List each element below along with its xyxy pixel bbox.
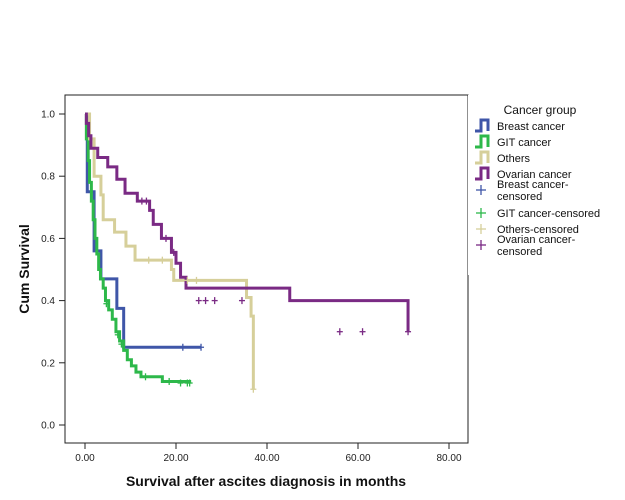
censor-mark-others (193, 276, 200, 284)
censor-mark-git-cancer (166, 377, 173, 385)
legend-title: Cancer group (504, 103, 577, 117)
censor-mark-ovarian-cancer (405, 328, 412, 336)
legend-label: Breast cancer (497, 121, 565, 133)
censor-mark-git-cancer (186, 379, 193, 387)
x-tick-label: 20.00 (163, 453, 188, 464)
x-axis: 0.00 20.00 40.00 60.00 80.00 (75, 443, 462, 464)
censor-mark-others (159, 256, 166, 264)
x-tick-label: 40.00 (254, 453, 279, 464)
plot-frame (64, 94, 469, 444)
legend-entry: Breast cancer (475, 118, 565, 133)
legend-label: Others (497, 153, 531, 165)
legend-step-icon (475, 134, 490, 149)
y-tick-label: 0.2 (41, 358, 55, 369)
censor-mark-ovarian-cancer (195, 297, 202, 305)
censor-mark-breast-cancer (198, 343, 205, 351)
x-tick-label: 0.00 (75, 453, 95, 464)
series-ovarian-cancer-line (84, 112, 410, 332)
censor-mark-others (250, 385, 257, 393)
legend-entry: Ovarian cancer (475, 166, 572, 181)
legend-entry: GIT cancer (475, 134, 552, 149)
legend: Breast cancer GIT cancer Others Ovarian can… (475, 118, 600, 258)
legend-label: Others-censored (497, 224, 579, 236)
legend-label: Ovarian cancer (497, 169, 572, 181)
y-tick-label: 0.8 (41, 172, 55, 183)
x-tick-label: 80.00 (436, 453, 461, 464)
censor-mark-git-cancer (177, 379, 184, 387)
legend-label: censored (497, 246, 542, 258)
censor-mark-ovarian-cancer (238, 297, 245, 305)
series-layer (84, 112, 410, 390)
legend-entry: Breast cancer-censored (476, 179, 569, 203)
x-axis-title: Survival after ascites diagnosis in mont… (126, 473, 406, 489)
y-tick-label: 1.0 (41, 110, 55, 121)
censor-mark-ovarian-cancer (202, 297, 209, 305)
censor-mark-git-cancer (142, 373, 149, 381)
legend-label: GIT cancer (497, 137, 552, 149)
legend-entry: Others (475, 150, 531, 165)
y-tick-label: 0.4 (41, 296, 55, 307)
censor-layer (103, 197, 412, 393)
series-others-line (85, 112, 255, 390)
censor-mark-ovarian-cancer (162, 234, 169, 242)
censor-mark-git-cancer (103, 300, 110, 308)
censor-mark-others (184, 276, 191, 284)
legend-entry: GIT cancer-censored (476, 208, 600, 220)
censor-mark-ovarian-cancer (359, 328, 366, 336)
legend-step-icon (475, 150, 490, 165)
legend-entry: Ovarian cancer-censored (476, 234, 576, 258)
censor-mark-ovarian-cancer (336, 328, 343, 336)
y-axis: 0.0 0.2 0.4 0.6 0.8 1.0 (41, 110, 65, 432)
censor-mark-ovarian-cancer (170, 248, 177, 256)
censor-mark-git-cancer (118, 340, 125, 348)
series-git-cancer-line (84, 112, 192, 384)
censor-mark-git-cancer (114, 331, 121, 339)
censor-mark-ovarian-cancer (211, 297, 218, 305)
censor-mark-ovarian-cancer (143, 197, 150, 205)
series-breast-cancer-line (85, 112, 202, 349)
x-tick-label: 60.00 (345, 453, 370, 464)
y-axis-title: Cum Survival (16, 224, 32, 313)
censor-mark-others (145, 256, 152, 264)
censor-mark-breast-cancer (179, 343, 186, 351)
legend-label: Breast cancer- (497, 179, 569, 191)
legend-step-icon (475, 166, 490, 181)
legend-entry: Others-censored (476, 224, 579, 236)
y-tick-label: 0.6 (41, 234, 55, 245)
legend-box (468, 95, 625, 275)
y-tick-label: 0.0 (41, 421, 55, 432)
legend-step-icon (475, 118, 490, 133)
legend-label: GIT cancer-censored (497, 208, 600, 220)
legend-label: Ovarian cancer- (497, 234, 576, 246)
legend-label: censored (497, 191, 542, 203)
